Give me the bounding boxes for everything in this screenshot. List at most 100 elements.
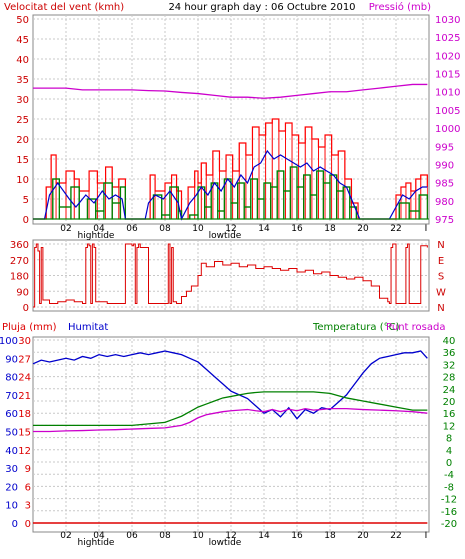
rain-ytick-30: 30 bbox=[18, 336, 31, 347]
pressure-ytick-1005: 1005 bbox=[435, 106, 460, 117]
temp-ytick-0: 0 bbox=[446, 458, 452, 469]
humidity-ytick-60: 60 bbox=[5, 409, 18, 420]
humidity-ytick-0: 0 bbox=[12, 519, 18, 530]
wind-xtick-14: 14 bbox=[258, 224, 270, 234]
humidity-line bbox=[32, 350, 428, 420]
direction-compass-E-3: E bbox=[438, 256, 444, 267]
direction-ytick-180: 180 bbox=[10, 272, 29, 283]
wind-ytick-10: 10 bbox=[16, 175, 29, 186]
temp-xtick-02: 02 bbox=[60, 531, 71, 541]
humidity-ytick-80: 80 bbox=[5, 373, 18, 384]
temp-ytick--20: -20 bbox=[441, 519, 457, 530]
temp-xtick-18: 18 bbox=[324, 531, 336, 541]
pressure-ytick-1020: 1020 bbox=[435, 51, 460, 62]
temp-xtick-14: 14 bbox=[258, 531, 270, 541]
direction-compass-W-1: W bbox=[436, 287, 446, 298]
humidity-ytick-50: 50 bbox=[5, 428, 18, 439]
humidity-axis-title: Humitat bbox=[68, 322, 108, 333]
direction-ytick-0: 0 bbox=[23, 303, 29, 314]
pressure-ytick-985: 985 bbox=[435, 179, 454, 190]
rain-ytick-0: 0 bbox=[25, 519, 31, 530]
wind-avg-line bbox=[33, 149, 428, 221]
temp-ytick-4: 4 bbox=[446, 446, 452, 457]
pressure-ytick-1015: 1015 bbox=[435, 70, 460, 81]
temp-xtick-10: 10 bbox=[192, 531, 204, 541]
temp-xtick-04: 04 bbox=[93, 531, 105, 541]
temp-ytick-12: 12 bbox=[443, 421, 456, 432]
wind-xtick-04: 04 bbox=[93, 224, 105, 234]
wind-xtick-02: 02 bbox=[60, 224, 71, 234]
temp-ytick-20: 20 bbox=[443, 397, 456, 408]
chart-title: 24 hour graph day : 06 Octubre 2010 bbox=[168, 2, 355, 13]
humidity-ytick-20: 20 bbox=[5, 482, 18, 493]
wind-ytick-15: 15 bbox=[16, 155, 29, 166]
direction-compass-S-2: S bbox=[438, 272, 444, 283]
temp-ytick-32: 32 bbox=[443, 360, 456, 371]
rain-ytick-9: 9 bbox=[25, 464, 31, 475]
direction-compass-N-4: N bbox=[437, 240, 444, 251]
lowtide-label-bottom: lowtide bbox=[209, 538, 242, 548]
direction-ytick-90: 90 bbox=[16, 287, 29, 298]
wind-xtick-22: 22 bbox=[390, 224, 401, 234]
temp-ytick-36: 36 bbox=[443, 348, 456, 359]
wind-min-line bbox=[33, 166, 428, 220]
temp-xtick-I: I bbox=[425, 531, 428, 541]
pressure-ytick-990: 990 bbox=[435, 160, 454, 171]
direction-compass-N-0: N bbox=[437, 303, 444, 314]
rain-ytick-27: 27 bbox=[18, 354, 31, 365]
wind-xtick-12: 12 bbox=[225, 224, 236, 234]
temperature-line bbox=[33, 391, 428, 427]
temperature-axis-title: Temperatura (°C) bbox=[312, 322, 400, 333]
rain-ytick-24: 24 bbox=[18, 373, 31, 384]
temp-xtick-12: 12 bbox=[225, 531, 236, 541]
pressure-ytick-975: 975 bbox=[435, 215, 454, 226]
rain-ytick-6: 6 bbox=[25, 482, 31, 493]
temp-ytick-16: 16 bbox=[443, 409, 456, 420]
rain-ytick-21: 21 bbox=[18, 391, 31, 402]
wind-panel: 0510152025303540455097598098599099510001… bbox=[16, 15, 460, 234]
hightide-label-bottom: hightide bbox=[78, 538, 115, 548]
wind-ytick-20: 20 bbox=[16, 135, 29, 146]
wind-xtick-06: 06 bbox=[126, 224, 138, 234]
humidity-ytick-70: 70 bbox=[5, 391, 18, 402]
wind-ytick-40: 40 bbox=[16, 55, 29, 66]
wind-xtick-08: 08 bbox=[159, 224, 171, 234]
hightide-label-top: hightide bbox=[78, 231, 115, 241]
wind-xtick-10: 10 bbox=[192, 224, 204, 234]
pressure-ytick-995: 995 bbox=[435, 142, 454, 153]
direction-line bbox=[33, 243, 428, 308]
wind-ytick-30: 30 bbox=[16, 95, 29, 106]
temp-xtick-22: 22 bbox=[390, 531, 401, 541]
rain-ytick-3: 3 bbox=[25, 501, 31, 512]
lowtide-label-top: lowtide bbox=[209, 231, 242, 241]
pressure-ytick-1030: 1030 bbox=[435, 15, 460, 26]
dewpoint-axis-title: Punt rosada bbox=[386, 322, 445, 333]
humidity-ytick-40: 40 bbox=[5, 446, 18, 457]
dewpoint-line bbox=[33, 407, 428, 433]
rain-ytick-15: 15 bbox=[18, 428, 31, 439]
temp-ytick--16: -16 bbox=[441, 507, 457, 518]
pressure-ytick-1000: 1000 bbox=[435, 124, 460, 135]
temp-ytick-24: 24 bbox=[443, 385, 456, 396]
pressure-ytick-980: 980 bbox=[435, 197, 454, 208]
temp-ytick--12: -12 bbox=[441, 495, 457, 506]
humidity-ytick-10: 10 bbox=[5, 501, 18, 512]
pressure-line bbox=[33, 83, 428, 99]
humidity-ytick-30: 30 bbox=[5, 464, 18, 475]
pressure-axis-title: Pressió (mb) bbox=[369, 1, 431, 13]
wind-ytick-0: 0 bbox=[23, 215, 29, 226]
wind-axis-title: Velocitat del vent (kmh) bbox=[4, 2, 124, 13]
temp-xtick-08: 08 bbox=[159, 531, 171, 541]
wind-xtick-18: 18 bbox=[324, 224, 336, 234]
pressure-ytick-1025: 1025 bbox=[435, 33, 460, 44]
temp-xtick-16: 16 bbox=[291, 531, 303, 541]
wind-xtick-20: 20 bbox=[357, 224, 369, 234]
temp-ytick-28: 28 bbox=[443, 373, 456, 384]
humidity-ytick-90: 90 bbox=[5, 354, 18, 365]
rain-ytick-18: 18 bbox=[18, 409, 31, 420]
pressure-ytick-1010: 1010 bbox=[435, 88, 460, 99]
